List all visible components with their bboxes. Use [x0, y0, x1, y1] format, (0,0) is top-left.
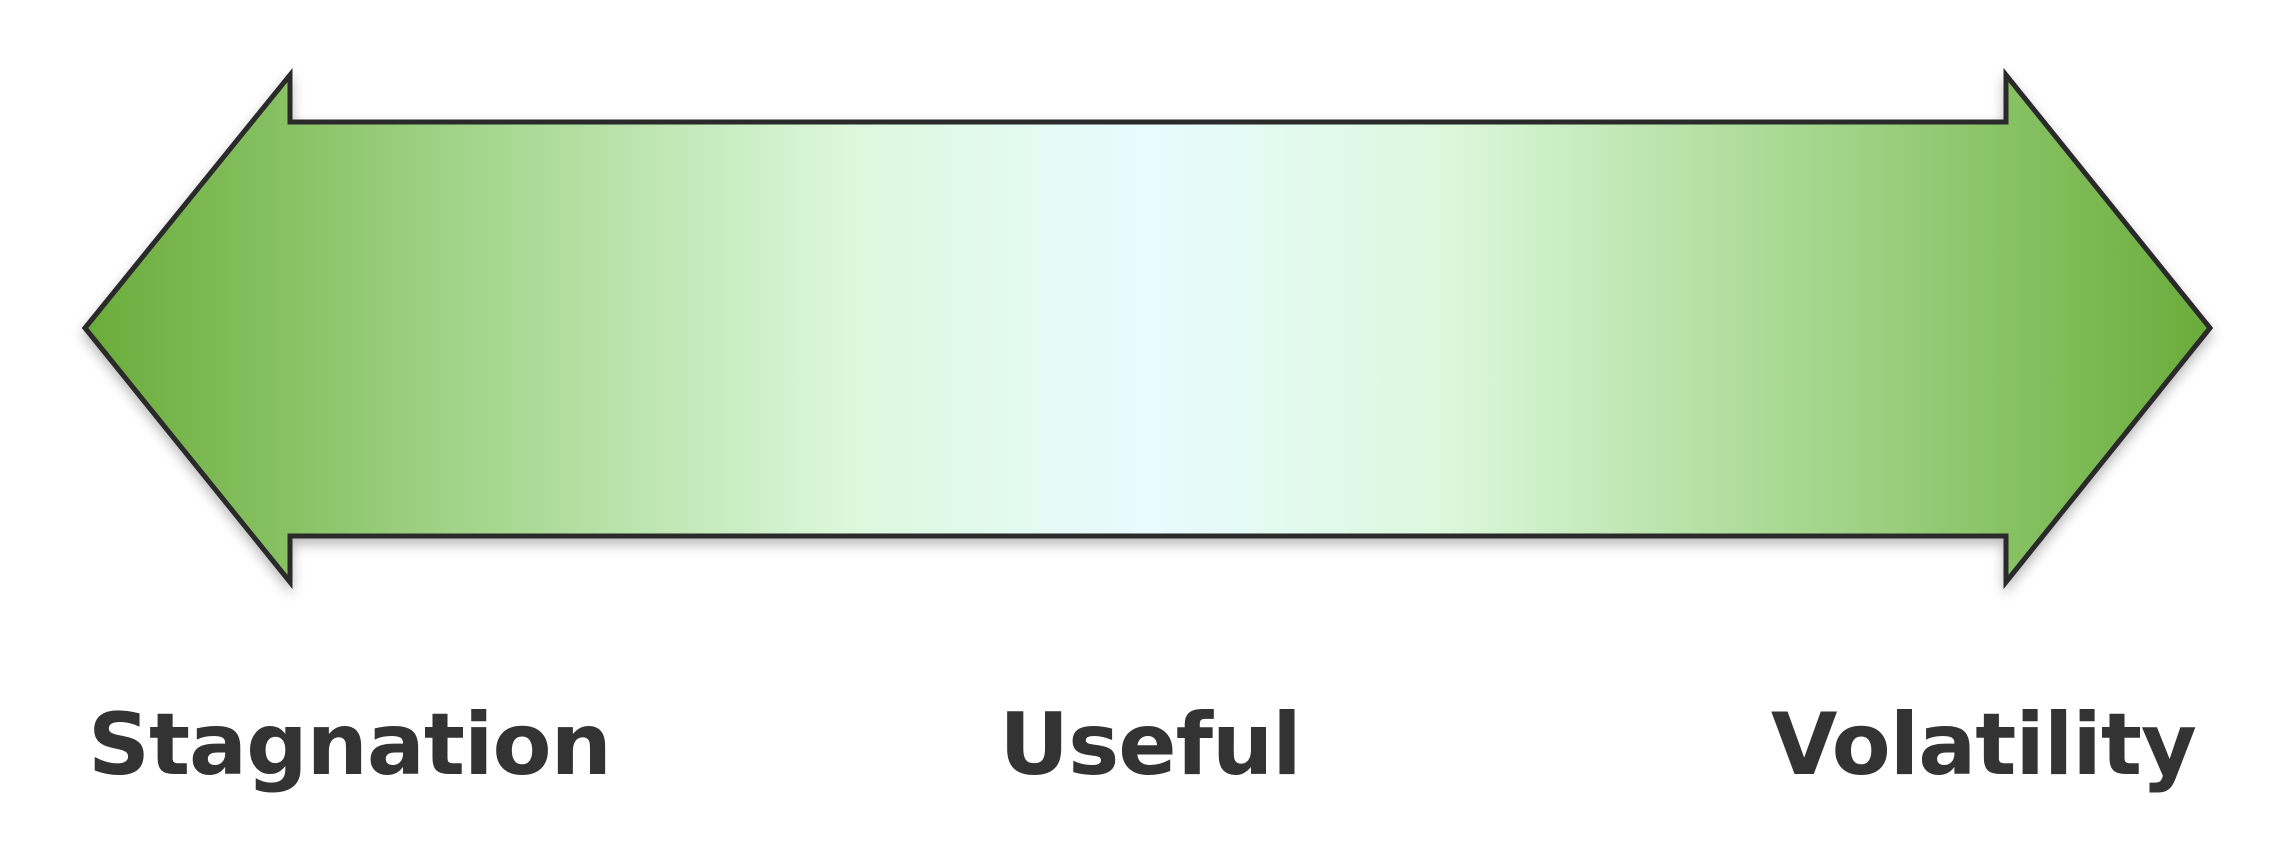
- label-useful: Useful: [999, 695, 1301, 795]
- arrow-body: [81, 67, 2214, 590]
- label-stagnation: Stagnation: [88, 695, 612, 795]
- label-volatility: Volatility: [1770, 695, 2197, 795]
